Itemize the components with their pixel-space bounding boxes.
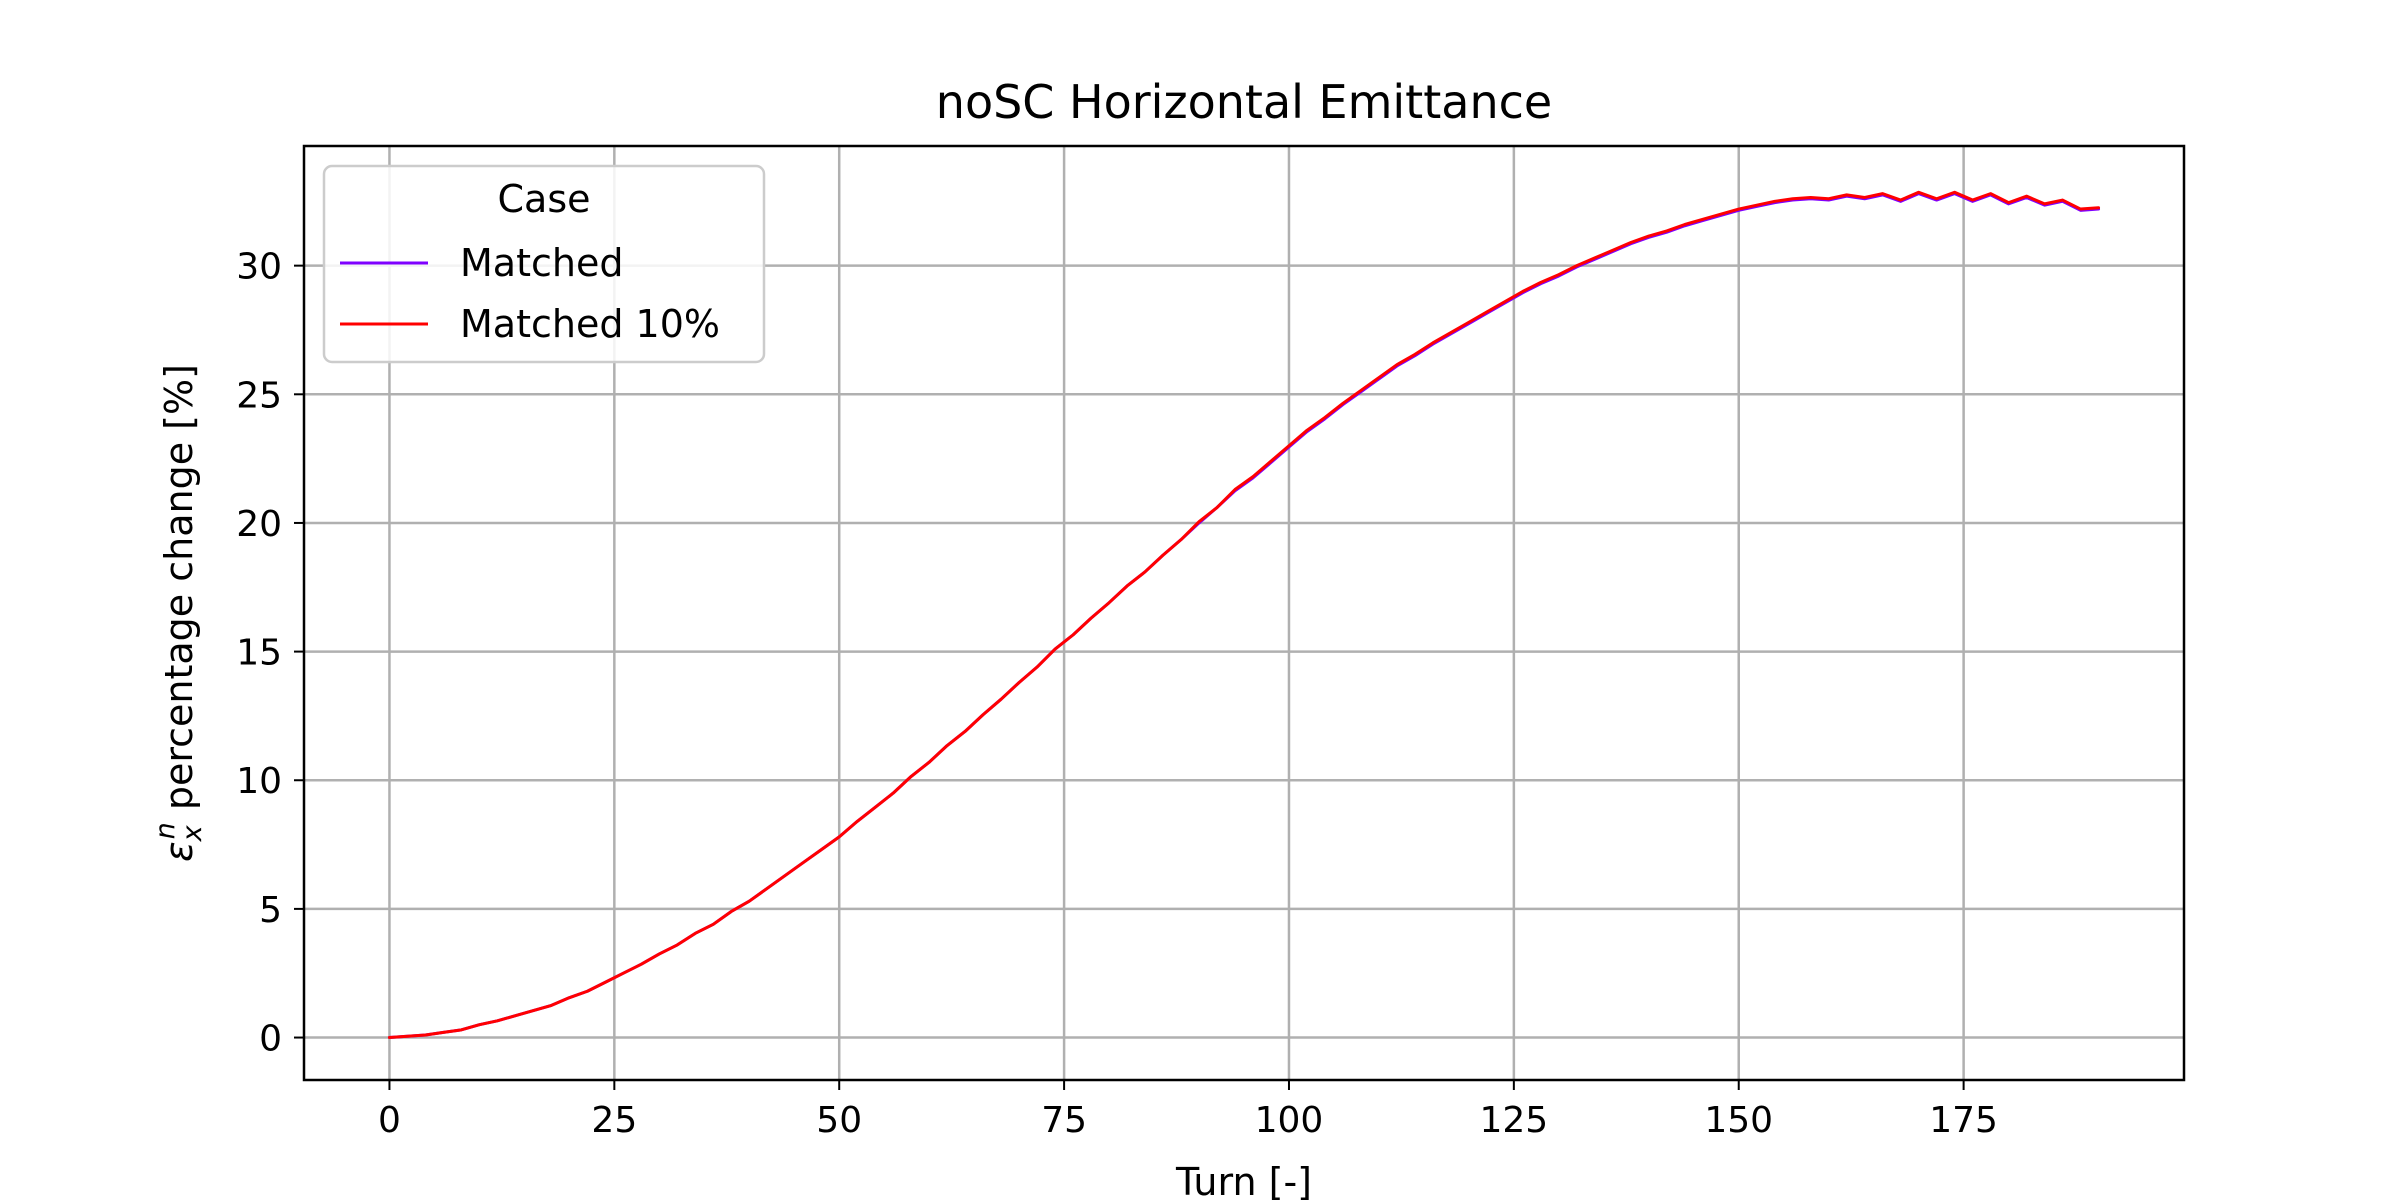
- x-axis-ticks: 0 25 50 75 100 125 150 175: [378, 1080, 1998, 1141]
- y-tick-label: 15: [236, 633, 282, 674]
- y-tick-label: 0: [259, 1019, 282, 1060]
- plot-frame: [302, 144, 2186, 1082]
- y-axis-title: εxn percentage change [%]: [150, 364, 208, 862]
- y-axis-title-symbol: ε: [157, 841, 201, 862]
- x-tick-label: 150: [1704, 1100, 1773, 1141]
- x-tick-label: 75: [1041, 1100, 1087, 1141]
- x-axis-title: Turn [-]: [1175, 1160, 1312, 1200]
- legend-title: Case: [498, 177, 591, 221]
- series-line-matched-10: [387, 190, 2101, 1040]
- x-tick-label: 50: [816, 1100, 862, 1141]
- y-axis-title-subscript: x: [177, 824, 208, 842]
- chart-title: noSC Horizontal Emittance: [936, 75, 1552, 129]
- series-lines: [387, 190, 2101, 1040]
- y-axis-title-superscript: n: [150, 822, 181, 839]
- y-tick-label: 10: [236, 761, 282, 802]
- x-tick-label: 175: [1929, 1100, 1998, 1141]
- x-tick-label: 125: [1479, 1100, 1548, 1141]
- legend-box: [322, 164, 766, 364]
- y-tick-label: 5: [259, 890, 282, 931]
- y-tick-label: 25: [236, 375, 282, 416]
- x-tick-label: 0: [378, 1100, 401, 1141]
- y-tick-label: 20: [236, 504, 282, 545]
- y-tick-label: 30: [236, 247, 282, 288]
- legend: Case Matched Matched 10%: [322, 164, 766, 364]
- legend-label-matched-10: Matched 10%: [460, 302, 720, 346]
- x-tick-label: 25: [591, 1100, 637, 1141]
- y-axis-ticks: 0 5 10 15 20 25 30: [236, 247, 304, 1060]
- y-axis-title-text: percentage change [%]: [157, 364, 201, 822]
- legend-label-matched: Matched: [460, 241, 623, 285]
- grid-lines: [304, 146, 2184, 1080]
- x-tick-label: 100: [1255, 1100, 1324, 1141]
